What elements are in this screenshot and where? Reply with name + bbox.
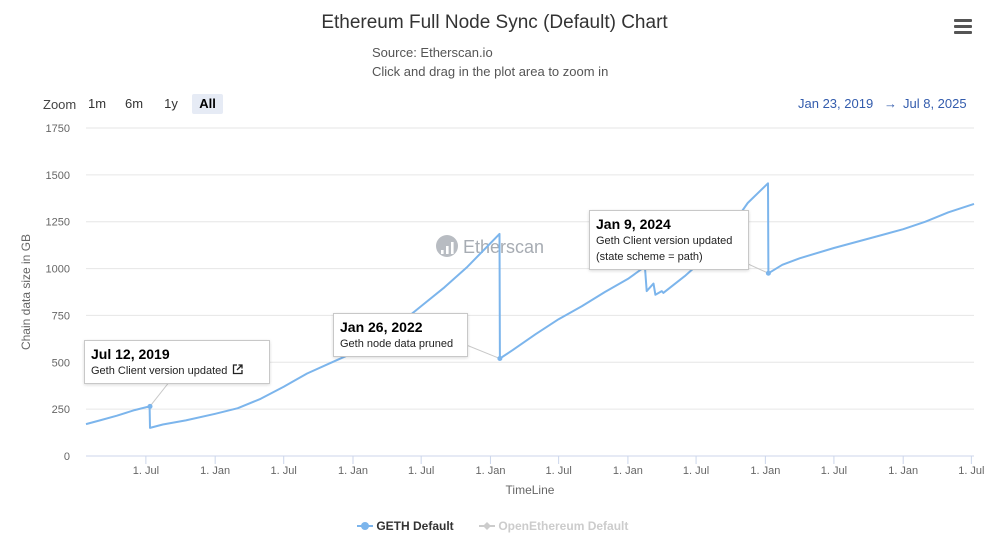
external-link-icon[interactable] [232, 364, 244, 375]
y-tick-label: 1250 [46, 217, 70, 229]
range-separator: → [884, 96, 897, 111]
x-tick-label: 1. Jul [821, 465, 847, 477]
chart-subtitle-source: Source: Etherscan.io [372, 45, 493, 60]
legend-item-geth-default[interactable]: GETH Default [357, 519, 454, 533]
annotation-text: Geth node data pruned [340, 338, 454, 350]
x-tick-label: 1. Jul [958, 465, 984, 477]
x-tick-label: 1. Jul [408, 465, 434, 477]
annotation-connector [149, 380, 171, 407]
annotation-label: Geth Client version updated [91, 365, 228, 377]
annotation-text: Geth Client version updated (state schem… [596, 235, 733, 263]
legend-label: OpenEthereum Default [498, 519, 629, 533]
y-tick-label: 1750 [46, 123, 70, 135]
x-tick-label: 1. Jul [133, 465, 159, 477]
etherscan-logo-bar [446, 246, 449, 254]
y-tick-label: 750 [52, 310, 70, 322]
x-axis-title: TimeLine [506, 483, 555, 497]
hamburger-menu-icon[interactable] [950, 16, 976, 38]
annotation-point [147, 403, 153, 409]
annotation-box[interactable]: Jan 26, 2022 Geth node data pruned [333, 313, 468, 357]
zoom-1m-button[interactable]: 1m [87, 96, 107, 111]
legend-marker-icon [357, 522, 373, 530]
range-to-input[interactable]: Jul 8, 2025 [903, 96, 967, 111]
range-from-input[interactable]: Jan 23, 2019 [798, 96, 874, 111]
zoom-1y-button[interactable]: 1y [164, 96, 178, 111]
annotation-date: Jan 9, 2024 [596, 216, 671, 232]
x-tick-label: 1. Jan [888, 465, 918, 477]
etherscan-logo-bar [451, 242, 454, 254]
y-tick-label: 500 [52, 357, 70, 369]
annotation-point [765, 270, 771, 276]
x-tick-label: 1. Jan [475, 465, 505, 477]
zoom-6m-button[interactable]: 6m [124, 96, 144, 111]
legend-item-openethereum-default[interactable]: OpenEthereum Default [479, 519, 628, 533]
legend-label: GETH Default [376, 519, 454, 533]
etherscan-watermark: Etherscan [463, 237, 544, 257]
x-tick-label: 1. Jan [613, 465, 643, 477]
annotation-date: Jul 12, 2019 [91, 346, 170, 362]
annotation-box[interactable]: Jan 9, 2024 Geth Client version updated … [589, 210, 749, 270]
annotation-box[interactable]: Jul 12, 2019 Geth Client version updated [84, 340, 270, 384]
x-tick-label: 1. Jul [683, 465, 709, 477]
zoom-all-button[interactable]: All [192, 94, 223, 114]
y-tick-label: 1500 [46, 170, 70, 182]
chart-subtitle-hint: Click and drag in the plot area to zoom … [372, 64, 609, 79]
legend-marker-icon [479, 522, 495, 530]
annotation-date: Jan 26, 2022 [340, 319, 423, 335]
y-tick-label: 1000 [46, 264, 70, 276]
x-tick-label: 1. Jan [338, 465, 368, 477]
annotation-text: Geth Client version updated [91, 363, 263, 379]
x-tick-label: 1. Jan [200, 465, 230, 477]
y-tick-label: 0 [64, 451, 70, 463]
x-tick-label: 1. Jul [271, 465, 297, 477]
y-tick-label: 250 [52, 404, 70, 416]
series-line-geth-default [85, 182, 975, 429]
chart-title: Ethereum Full Node Sync (Default) Chart [321, 12, 668, 33]
y-axis-title: Chain data size in GB [19, 234, 33, 350]
etherscan-logo-icon [436, 235, 458, 257]
etherscan-logo-bar [441, 250, 444, 254]
x-tick-label: 1. Jul [545, 465, 571, 477]
x-tick-label: 1. Jan [750, 465, 780, 477]
zoom-label: Zoom [43, 97, 77, 112]
annotation-point [497, 356, 503, 362]
